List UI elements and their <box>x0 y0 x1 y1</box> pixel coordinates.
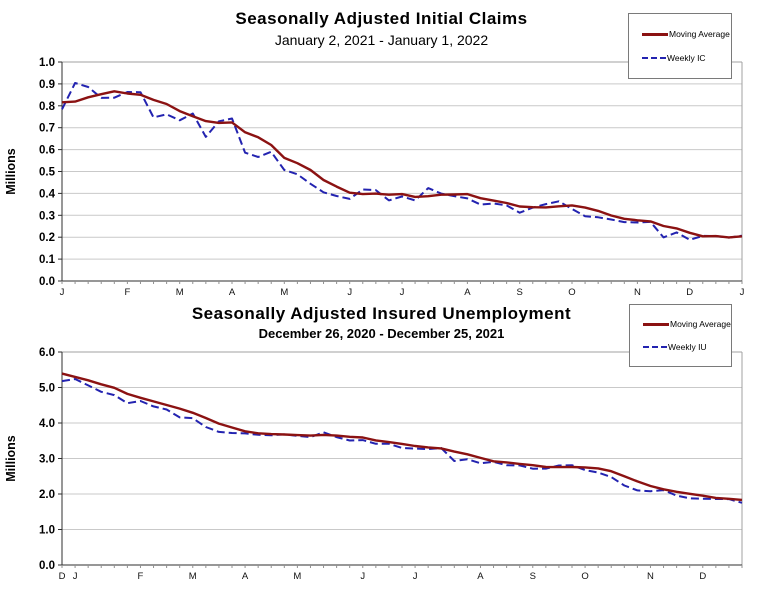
y-tick-label: 5.0 <box>39 383 55 395</box>
initial-claims-title: Seasonally Adjusted Initial Claims <box>235 9 528 28</box>
y-axis-title: Millions <box>4 148 18 195</box>
y-tick-label: 0.1 <box>39 254 56 266</box>
y-tick-label: 6.0 <box>39 347 55 359</box>
initial-claims-header: Seasonally Adjusted Initial Claims Janua… <box>0 9 763 48</box>
x-tick-label: O <box>581 571 588 582</box>
initial-claims-legend: Moving Average Weekly IC <box>628 13 732 79</box>
weekly-ic-line <box>61 82 743 241</box>
weekly-ic-line-swatch <box>642 56 666 59</box>
legend-item-weekly-ic: Weekly IC <box>642 53 729 63</box>
x-tick-label: J <box>73 571 78 582</box>
y-tick-label: 0.2 <box>39 232 55 244</box>
x-tick-label: A <box>229 287 236 298</box>
insured-unemployment-subtitle: December 26, 2020 - December 25, 2021 <box>258 326 505 341</box>
y-tick-label: 0.4 <box>39 188 56 200</box>
x-tick-label: F <box>124 287 130 298</box>
moving-average-line <box>61 90 743 239</box>
y-tick-label: 0.0 <box>39 560 55 572</box>
insured-unemployment-title: Seasonally Adjusted Insured Unemployment <box>191 304 572 323</box>
y-tick-label: 0.0 <box>39 276 55 288</box>
x-tick-label: F <box>138 571 144 582</box>
y-tick-label: 3.0 <box>39 454 55 466</box>
x-tick-label: J <box>400 287 405 298</box>
legend-label-moving-average: Moving Average <box>669 29 730 40</box>
x-tick-label: J <box>740 287 745 298</box>
x-tick-label: S <box>530 571 536 582</box>
x-tick-label: D <box>699 571 706 582</box>
y-tick-label: 0.9 <box>39 79 55 91</box>
x-tick-label: J <box>347 287 352 298</box>
x-tick-label: J <box>413 571 418 582</box>
legend-label-weekly-iu: Weekly IU <box>668 341 707 352</box>
x-tick-label: M <box>293 571 301 582</box>
y-tick-label: 4.0 <box>39 418 55 430</box>
weekly-iu-line <box>61 378 743 504</box>
insured-unemployment-legend: Moving Average Weekly IU <box>629 304 732 367</box>
y-tick-label: 1.0 <box>39 57 55 69</box>
y-tick-label: 0.8 <box>39 101 56 113</box>
legend-item-moving-average: Moving Average <box>643 319 731 330</box>
x-tick-label: O <box>568 287 575 298</box>
initial-claims-subtitle: January 2, 2021 - January 1, 2022 <box>274 32 489 48</box>
insured-unemployment-header: Seasonally Adjusted Insured Unemployment… <box>0 304 763 341</box>
moving-average-line-swatch <box>643 322 669 326</box>
legend-label-weekly-ic: Weekly IC <box>667 52 706 63</box>
y-tick-label: 0.6 <box>39 145 55 157</box>
x-tick-label: N <box>647 571 654 582</box>
x-tick-label: M <box>189 571 197 582</box>
legend-item-moving-average: Moving Average <box>642 29 730 40</box>
legend-label-moving-average: Moving Average <box>670 319 731 330</box>
x-tick-label: D <box>686 287 693 298</box>
x-tick-label: J <box>60 287 65 298</box>
y-tick-label: 0.5 <box>39 167 56 179</box>
x-tick-label: M <box>280 287 288 298</box>
x-tick-label: M <box>176 287 184 298</box>
initial-claims-plot: 0.0 0.1 0.2 0.3 0.4 0.5 0.6 0.7 0.8 0.9 1.0 J F M A M J J… <box>4 57 745 298</box>
y-tick-label: 0.3 <box>39 210 55 222</box>
moving-average-line <box>61 372 743 502</box>
y-tick-label: 0.7 <box>39 123 55 135</box>
x-tick-label: A <box>477 571 484 582</box>
x-tick-label: N <box>634 287 641 298</box>
y-tick-label: 1.0 <box>39 525 55 537</box>
moving-average-line-swatch <box>642 32 668 36</box>
weekly-iu-line-swatch <box>643 345 667 348</box>
x-tick-label: S <box>517 287 523 298</box>
x-tick-label: A <box>242 571 249 582</box>
y-tick-label: 2.0 <box>39 489 55 501</box>
insured-unemployment-plot: 0.01.02.03.04.05.06.0D J F M A M J J A S O N DMillio… <box>4 347 743 582</box>
y-axis-title: Millions <box>4 435 18 482</box>
x-tick-label: J <box>360 571 365 582</box>
x-tick-label: D <box>59 571 66 582</box>
legend-item-weekly-iu: Weekly IU <box>643 342 729 352</box>
x-tick-label: A <box>464 287 471 298</box>
